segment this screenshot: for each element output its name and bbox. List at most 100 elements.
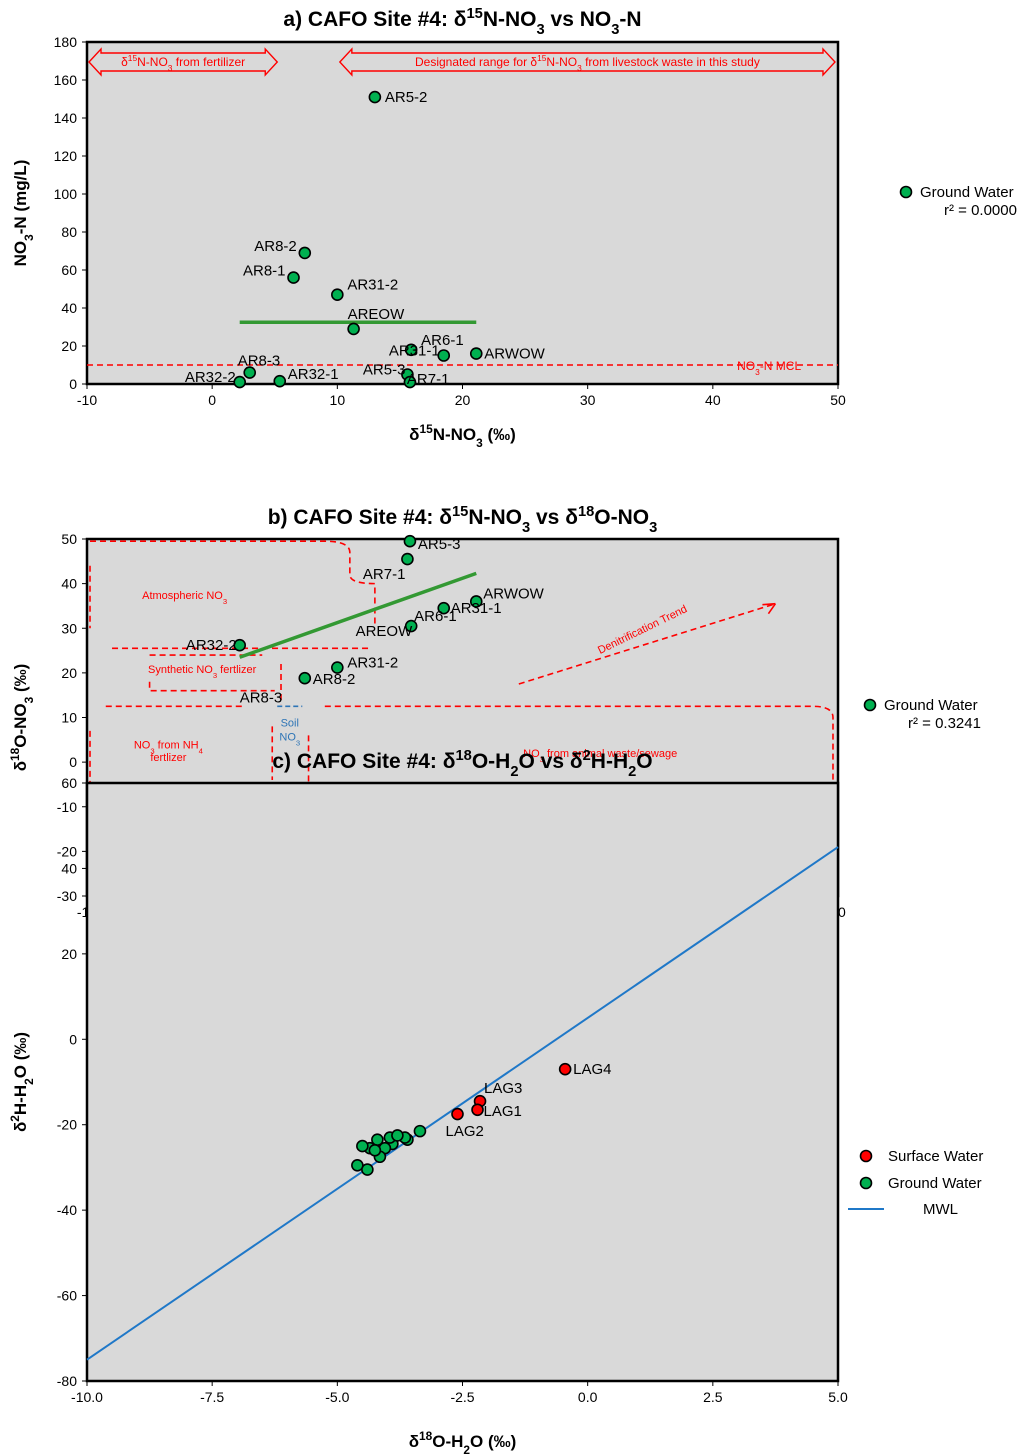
legend-marker: [859, 1176, 873, 1190]
data-point: [403, 534, 417, 548]
animal-waste-label: NO3 from animal waste/sewage: [523, 748, 677, 764]
point-label: AR6-1: [414, 608, 457, 625]
point-label: AR5-3: [418, 536, 461, 553]
y-tick-label: 30: [61, 620, 77, 636]
data-point: [356, 1139, 369, 1153]
data-point: [331, 288, 344, 302]
point-label: AR7-1: [363, 566, 406, 583]
x-tick-label: -5.0: [325, 1389, 349, 1405]
point-label: AR32-2: [186, 637, 237, 654]
data-point: [558, 1062, 572, 1076]
data-point: [403, 375, 417, 389]
data-point: [404, 343, 418, 357]
x-tick-label: 10: [330, 392, 346, 408]
y-tick-label: -30: [57, 888, 77, 904]
animal-waste-region: [324, 705, 834, 787]
soil-label: Soil: [281, 717, 299, 729]
y-tick-label: 180: [54, 34, 78, 50]
data-point: [351, 1158, 364, 1172]
x-tick-label: 30: [580, 392, 596, 408]
data-point: [273, 374, 287, 388]
y-tick-label: -60: [57, 1288, 77, 1304]
data-point: [331, 661, 344, 674]
data-point: [471, 1103, 484, 1117]
x-tick-label: 0: [208, 392, 216, 408]
point-label: AREOW: [356, 623, 414, 640]
y-tick-label: 0: [69, 376, 77, 392]
point-label: ARWOW: [483, 585, 544, 602]
point-label: LAG2: [445, 1123, 483, 1140]
y-tick-label: -80: [57, 1373, 77, 1389]
trendline: [239, 571, 477, 659]
legend-label: Ground Water: [884, 697, 978, 714]
mcl-label: NO3-N MCL: [737, 359, 801, 377]
y-tick-label: 40: [61, 300, 77, 316]
legend-label: Surface Water: [888, 1148, 983, 1165]
point-label: AR5-2: [385, 89, 428, 106]
data-point: [233, 375, 247, 389]
nh4-label-line2: fertlizer: [150, 752, 186, 764]
x-tick-label: 5.0: [828, 1389, 848, 1405]
x-tick-label: 0.0: [578, 1389, 598, 1405]
data-point: [233, 638, 247, 652]
data-point: [401, 552, 414, 566]
data-point: [298, 671, 312, 685]
y-tick-label: 140: [54, 110, 78, 126]
legend-label: Ground Water: [888, 1175, 982, 1192]
y-tick-label: 10: [61, 710, 77, 726]
point-label: LAG3: [484, 1080, 522, 1097]
legend-marker: [859, 1149, 873, 1163]
y-tick-label: 60: [61, 262, 77, 278]
data-point: [437, 349, 451, 362]
denitrification-arrowhead: [762, 602, 777, 615]
data-point: [413, 1124, 427, 1138]
y-tick-label: 40: [61, 576, 77, 592]
y-tick-label: 50: [61, 531, 77, 547]
y-tick-label: 60: [61, 775, 77, 791]
point-label: AREOW: [348, 306, 406, 323]
y-tick-label: 120: [54, 148, 78, 164]
data-point: [451, 1107, 464, 1121]
atmospheric-label: Atmospheric NO3: [142, 590, 227, 606]
data-point: [469, 347, 483, 360]
atmospheric-region: [90, 540, 376, 624]
data-point: [368, 1144, 382, 1157]
livestock-range-label: Designated range for δ15N-NO3 from lives…: [415, 53, 760, 73]
data-point: [243, 366, 257, 379]
x-axis-label: δ15N-NO3 (‰): [409, 422, 516, 450]
point-label: ARWOW: [484, 346, 545, 363]
y-tick-label: -20: [57, 1117, 77, 1133]
y-axis-label: δ2H-H2O (‰): [8, 1032, 36, 1132]
x-tick-label: 40: [705, 392, 721, 408]
y-tick-label: -40: [57, 1202, 77, 1218]
data-point: [391, 1129, 404, 1142]
y-tick-label: 0: [69, 754, 77, 770]
legend-marker: [863, 698, 877, 712]
legend-label: MWL: [923, 1201, 958, 1218]
y-tick-label: 40: [61, 860, 77, 876]
data-point: [287, 271, 300, 284]
data-point: [368, 90, 382, 104]
point-label: AR31-1: [389, 343, 440, 360]
y-tick-label: -20: [57, 843, 77, 859]
chart-title: b) CAFO Site #4: δ15N-NO3 vs δ18O-NO3: [268, 504, 658, 536]
y-tick-label: -10: [57, 799, 77, 815]
point-label: AR8-2: [313, 671, 356, 688]
data-point: [404, 619, 418, 633]
point-label: AR5-3: [363, 362, 406, 379]
point-label: AR31-2: [347, 655, 398, 672]
point-label: AR32-1: [288, 366, 339, 383]
y-tick-label: 20: [61, 946, 77, 962]
x-tick-label: 2.5: [703, 1389, 723, 1405]
synthetic-region: [148, 681, 275, 692]
point-label: AR31-1: [451, 600, 502, 617]
chart-title: a) CAFO Site #4: δ15N-NO3 vs NO3-N: [283, 6, 641, 38]
x-tick-label: -2.5: [450, 1389, 474, 1405]
chart-panel-0: a) CAFO Site #4: δ15N-NO3 vs NO3-N-10 0 10…: [11, 6, 1017, 450]
y-tick-label: 100: [54, 186, 78, 202]
range-arrow: [88, 47, 279, 77]
point-label: AR6-1: [421, 332, 464, 349]
legend-marker: [899, 185, 913, 199]
mwl-line: [86, 846, 839, 1361]
